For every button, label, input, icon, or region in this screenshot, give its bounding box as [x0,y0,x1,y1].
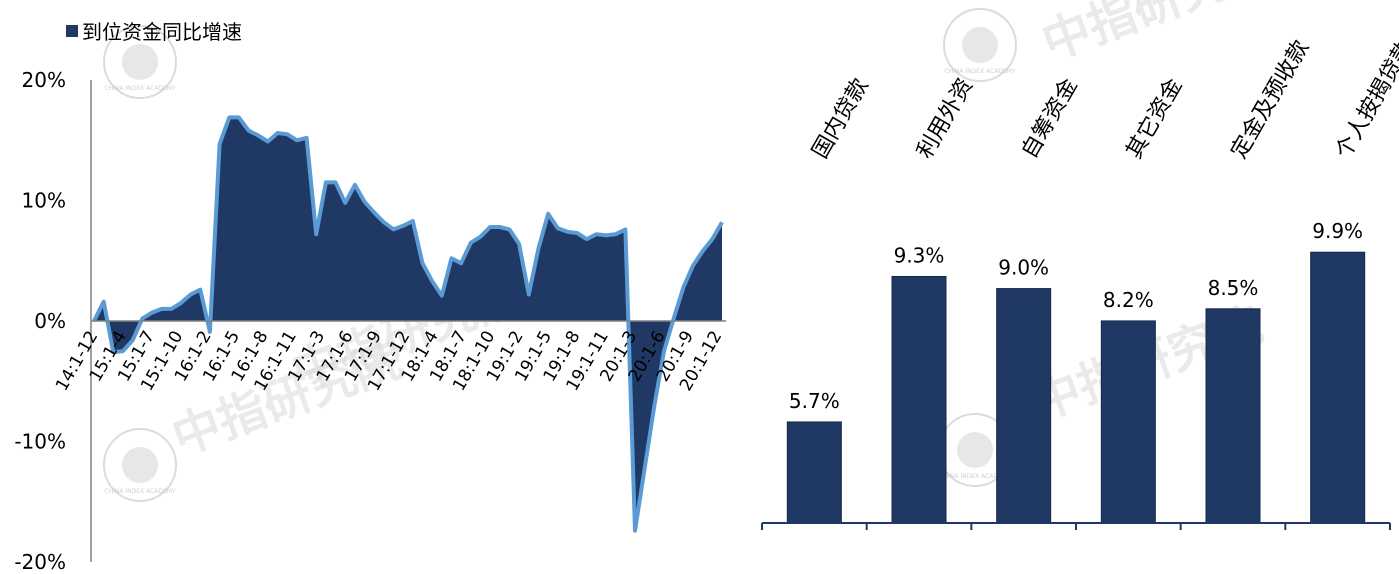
category-label: 自筹资金 [1017,74,1083,163]
svg-text:CHINA INDEX ACADEMY: CHINA INDEX ACADEMY [939,473,1011,480]
legend: 到位资金同比增速 [66,20,242,44]
category-labels: 国内贷款 利用外资 自筹资金 其它资金 定金及预收款 个人按揭贷款 [808,36,1399,163]
bar [1100,320,1156,524]
bar-axis-ticks [761,523,1391,530]
bar [786,421,842,524]
svg-text:CHINA INDEX ACADEMY: CHINA INDEX ACADEMY [944,68,1016,75]
data-labels: 5.7% 9.3% 9.0% 8.2% 8.5% 9.9% [789,219,1363,413]
category-label: 其它资金 [1122,74,1188,163]
watermark-text: 中指研究院 [1035,0,1280,71]
data-label: 9.9% [1312,219,1363,243]
category-label: 个人按揭贷款 [1331,36,1399,163]
bars [786,251,1366,524]
y-tick-labels: 20% 10% 0% -10% -20% [14,68,66,574]
y-tick-label: -10% [14,430,66,454]
category-label: 定金及预收款 [1227,36,1315,163]
bar [1310,251,1366,524]
area-chart: 20%10%0%-10%-20% 14:1-1215:1-415:1-715:1… [14,20,726,574]
watermark-seal: CHINA INDEX ACADEMY [103,428,177,502]
data-label: 8.2% [1103,288,1154,312]
y-tick-label: 0% [34,309,66,333]
y-tick-label: 10% [22,189,66,213]
y-tick-label: -20% [14,550,66,574]
data-label: 5.7% [789,389,840,413]
bar-chart: 5.7% 9.3% 9.0% 8.2% 8.5% 9.9% 国内贷款 利用外资 自筹资金 其它资… [761,36,1399,530]
y-tick-label: 20% [22,68,66,92]
legend-swatch [66,25,78,37]
watermark-seal: CHINA INDEX ACADEMY [943,8,1017,82]
area-fill [94,117,722,531]
data-label: 9.3% [894,243,945,267]
series-line [92,115,724,533]
watermark-seal: CHINA INDEX ACADEMY [103,25,177,99]
category-label: 利用外资 [913,74,979,163]
data-label: 9.0% [998,256,1049,280]
bar [891,275,947,524]
bar [1205,308,1261,524]
bar [996,288,1052,524]
legend-label: 到位资金同比增速 [82,20,242,44]
data-label: 8.5% [1208,276,1259,300]
svg-text:CHINA INDEX ACADEMY: CHINA INDEX ACADEMY [104,85,176,92]
svg-text:CHINA INDEX ACADEMY: CHINA INDEX ACADEMY [104,488,176,495]
category-label: 国内贷款 [808,74,874,163]
